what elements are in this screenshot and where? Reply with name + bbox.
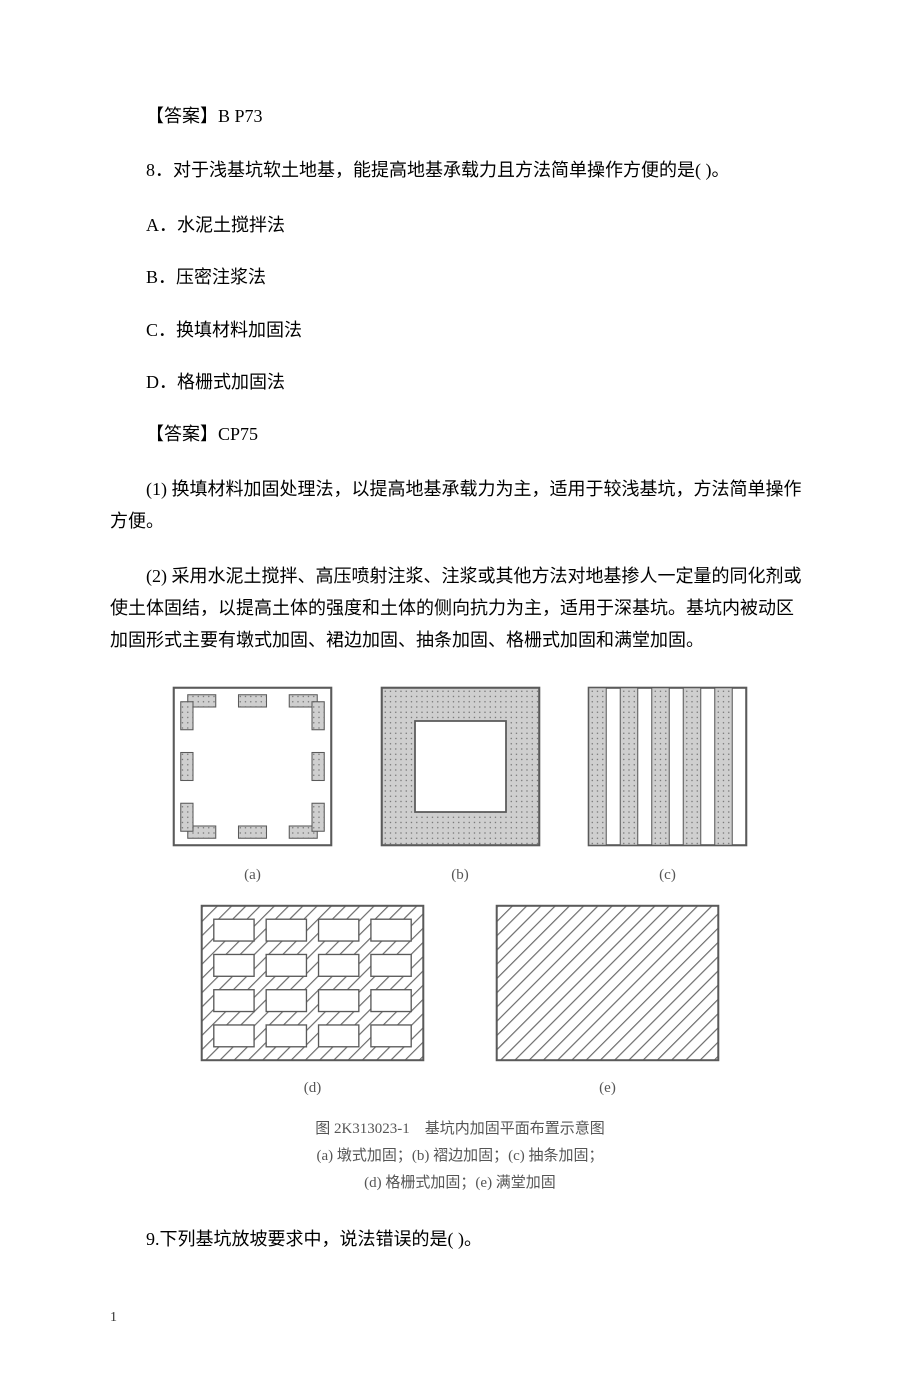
- figure-a: (a): [165, 679, 340, 889]
- figure-caption: 图 2K313023-1 基坑内加固平面布置示意图 (a) 墩式加固；(b) 褶…: [165, 1116, 755, 1197]
- page-number: 1: [110, 1305, 810, 1330]
- figure-label-b: (b): [451, 862, 469, 889]
- q8-option-b: B．压密注浆法: [110, 261, 810, 293]
- figure-e: (e): [490, 899, 725, 1102]
- figure-caption-line1: (a) 墩式加固；(b) 褶边加固；(c) 抽条加固；: [165, 1143, 755, 1170]
- q8-option-d: D．格栅式加固法: [110, 366, 810, 398]
- figure-c: (c): [580, 679, 755, 889]
- figure-label-a: (a): [244, 862, 261, 889]
- q8-option-c: C．换填材料加固法: [110, 314, 810, 346]
- diagram-e: [490, 899, 725, 1067]
- answer-prev: 【答案】B P73: [110, 100, 810, 132]
- figure-block: (a) (b) (c) (d) (e) 图 2K313023-1 基坑内加固平面…: [165, 679, 755, 1197]
- figure-title: 图 2K313023-1 基坑内加固平面布置示意图: [165, 1116, 755, 1143]
- q9-stem: 9.下列基坑放坡要求中，说法错误的是( )。: [110, 1223, 810, 1255]
- figure-d: (d): [195, 899, 430, 1102]
- figure-label-e: (e): [599, 1075, 616, 1102]
- q8-option-a: A．水泥土搅拌法: [110, 209, 810, 241]
- diagram-b: [373, 679, 548, 854]
- figure-row-1: (a) (b) (c): [165, 679, 755, 889]
- diagram-c: [580, 679, 755, 854]
- q8-explain-1: (1) 换填材料加固处理法，以提高地基承载力为主，适用于较浅基坑，方法简单操作方…: [110, 473, 810, 538]
- figure-label-d: (d): [304, 1075, 322, 1102]
- figure-label-c: (c): [659, 862, 676, 889]
- q8-stem: 8．对于浅基坑软土地基，能提高地基承载力且方法简单操作方便的是( )。: [110, 154, 810, 186]
- figure-caption-line2: (d) 格栅式加固；(e) 满堂加固: [165, 1170, 755, 1197]
- q8-answer: 【答案】CP75: [110, 418, 810, 450]
- diagram-d: [195, 899, 430, 1067]
- diagram-a: [165, 679, 340, 854]
- figure-b: (b): [373, 679, 548, 889]
- q8-explain-2: (2) 采用水泥土搅拌、高压喷射注浆、注浆或其他方法对地基掺人一定量的同化剂或使…: [110, 560, 810, 657]
- figure-row-2: (d) (e): [165, 899, 755, 1102]
